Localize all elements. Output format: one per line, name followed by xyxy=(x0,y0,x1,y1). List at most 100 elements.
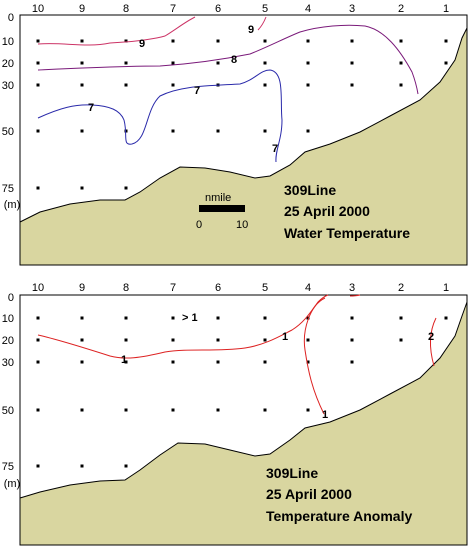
scale-bar-label: nmile xyxy=(205,192,231,204)
station-label: 6 xyxy=(215,3,221,15)
sample-point xyxy=(80,464,84,468)
panel-temperature-anomaly: 10 9 8 7 6 5 4 3 2 1 0 10 20 30 50 75 (m) 1 1 1 2 > 1 3… xyxy=(2,282,468,546)
panel-water-temperature: 10 9 8 7 6 5 4 3 2 1 0 10 20 30 50 75 (m) 9 9 8 7 7 7 n… xyxy=(2,3,468,266)
sample-point xyxy=(171,83,175,87)
depth-unit-label: (m) xyxy=(4,478,21,490)
station-label: 9 xyxy=(79,282,85,294)
sample-point xyxy=(263,39,267,43)
sample-point xyxy=(171,408,175,412)
sample-point xyxy=(80,338,84,342)
sample-point xyxy=(80,61,84,65)
station-label: 8 xyxy=(123,282,129,294)
contour-label: 1 xyxy=(282,331,288,343)
station-label: 2 xyxy=(398,3,404,15)
sample-point xyxy=(306,316,310,320)
contour-label: 7 xyxy=(272,143,278,155)
sample-point xyxy=(124,464,128,468)
sample-point xyxy=(216,39,220,43)
sample-point xyxy=(306,61,310,65)
contour-9 xyxy=(37,16,196,46)
sample-point xyxy=(124,360,128,364)
sample-point xyxy=(350,39,354,43)
sample-point xyxy=(263,83,267,87)
station-label: 6 xyxy=(215,282,221,294)
sample-point xyxy=(36,316,40,320)
contour-label: 7 xyxy=(88,102,94,114)
station-label: 10 xyxy=(32,282,44,294)
contour-7 xyxy=(37,69,283,163)
depth-tick-label: 30 xyxy=(2,80,14,92)
station-label: 9 xyxy=(79,3,85,15)
contour-1 xyxy=(37,294,329,359)
contour-label: 2 xyxy=(428,331,434,343)
sample-point xyxy=(124,408,128,412)
sample-point xyxy=(36,338,40,342)
sample-point xyxy=(306,39,310,43)
station-label: 4 xyxy=(305,282,311,294)
station-label: 7 xyxy=(170,3,176,15)
station-label: 8 xyxy=(123,3,129,15)
panel-date: 25 April 2000 xyxy=(284,203,370,219)
station-label: 10 xyxy=(32,3,44,15)
sample-point xyxy=(216,316,220,320)
sample-point xyxy=(444,39,448,43)
sample-point xyxy=(124,83,128,87)
sample-point xyxy=(36,83,40,87)
depth-tick-label: 20 xyxy=(2,58,14,70)
sample-point xyxy=(350,338,354,342)
sample-point xyxy=(171,129,175,133)
sample-point xyxy=(444,61,448,65)
sample-point xyxy=(124,338,128,342)
station-label: 5 xyxy=(262,3,268,15)
contour-8 xyxy=(37,24,419,95)
sample-point xyxy=(80,360,84,364)
sample-points xyxy=(36,39,448,190)
depth-tick-label: 50 xyxy=(2,405,14,417)
contour-1-deep xyxy=(303,297,326,415)
sea-bottom xyxy=(19,27,468,266)
contour-label: 9 xyxy=(248,24,254,36)
station-label: 3 xyxy=(349,282,355,294)
sample-point xyxy=(80,316,84,320)
sample-point xyxy=(124,316,128,320)
panel-date: 25 April 2000 xyxy=(266,486,352,502)
depth-tick-label: 0 xyxy=(8,12,14,24)
sample-point xyxy=(216,408,220,412)
station-label: 1 xyxy=(443,3,449,15)
sample-point xyxy=(36,39,40,43)
sample-point xyxy=(80,129,84,133)
sample-point xyxy=(36,360,40,364)
sample-point xyxy=(171,39,175,43)
sample-point xyxy=(80,408,84,412)
sample-point xyxy=(350,61,354,65)
sample-point xyxy=(350,83,354,87)
sample-point xyxy=(171,316,175,320)
depth-tick-label: 75 xyxy=(2,183,14,195)
sample-point xyxy=(306,360,310,364)
sample-point xyxy=(350,316,354,320)
anomaly-annotation: > 1 xyxy=(182,312,198,324)
sample-point xyxy=(399,39,403,43)
panel-variable: Temperature Anomaly xyxy=(266,508,412,524)
sample-point xyxy=(124,186,128,190)
sample-point xyxy=(36,61,40,65)
panel-title: 309Line xyxy=(284,182,336,198)
station-label: 5 xyxy=(262,282,268,294)
station-label: 7 xyxy=(170,282,176,294)
sample-point xyxy=(306,338,310,342)
sample-point xyxy=(399,83,403,87)
contour-2 xyxy=(429,317,437,367)
depth-unit-label: (m) xyxy=(4,199,21,211)
sample-point xyxy=(263,338,267,342)
sample-point xyxy=(36,186,40,190)
station-labels: 10 9 8 7 6 5 4 3 2 1 xyxy=(32,3,449,15)
station-label: 1 xyxy=(443,282,449,294)
sea-bottom xyxy=(19,301,468,546)
station-label: 4 xyxy=(305,3,311,15)
contour-label: 8 xyxy=(231,54,237,66)
station-label: 2 xyxy=(398,282,404,294)
contour-label: 9 xyxy=(139,38,145,50)
sample-point xyxy=(444,316,448,320)
sample-point xyxy=(36,464,40,468)
